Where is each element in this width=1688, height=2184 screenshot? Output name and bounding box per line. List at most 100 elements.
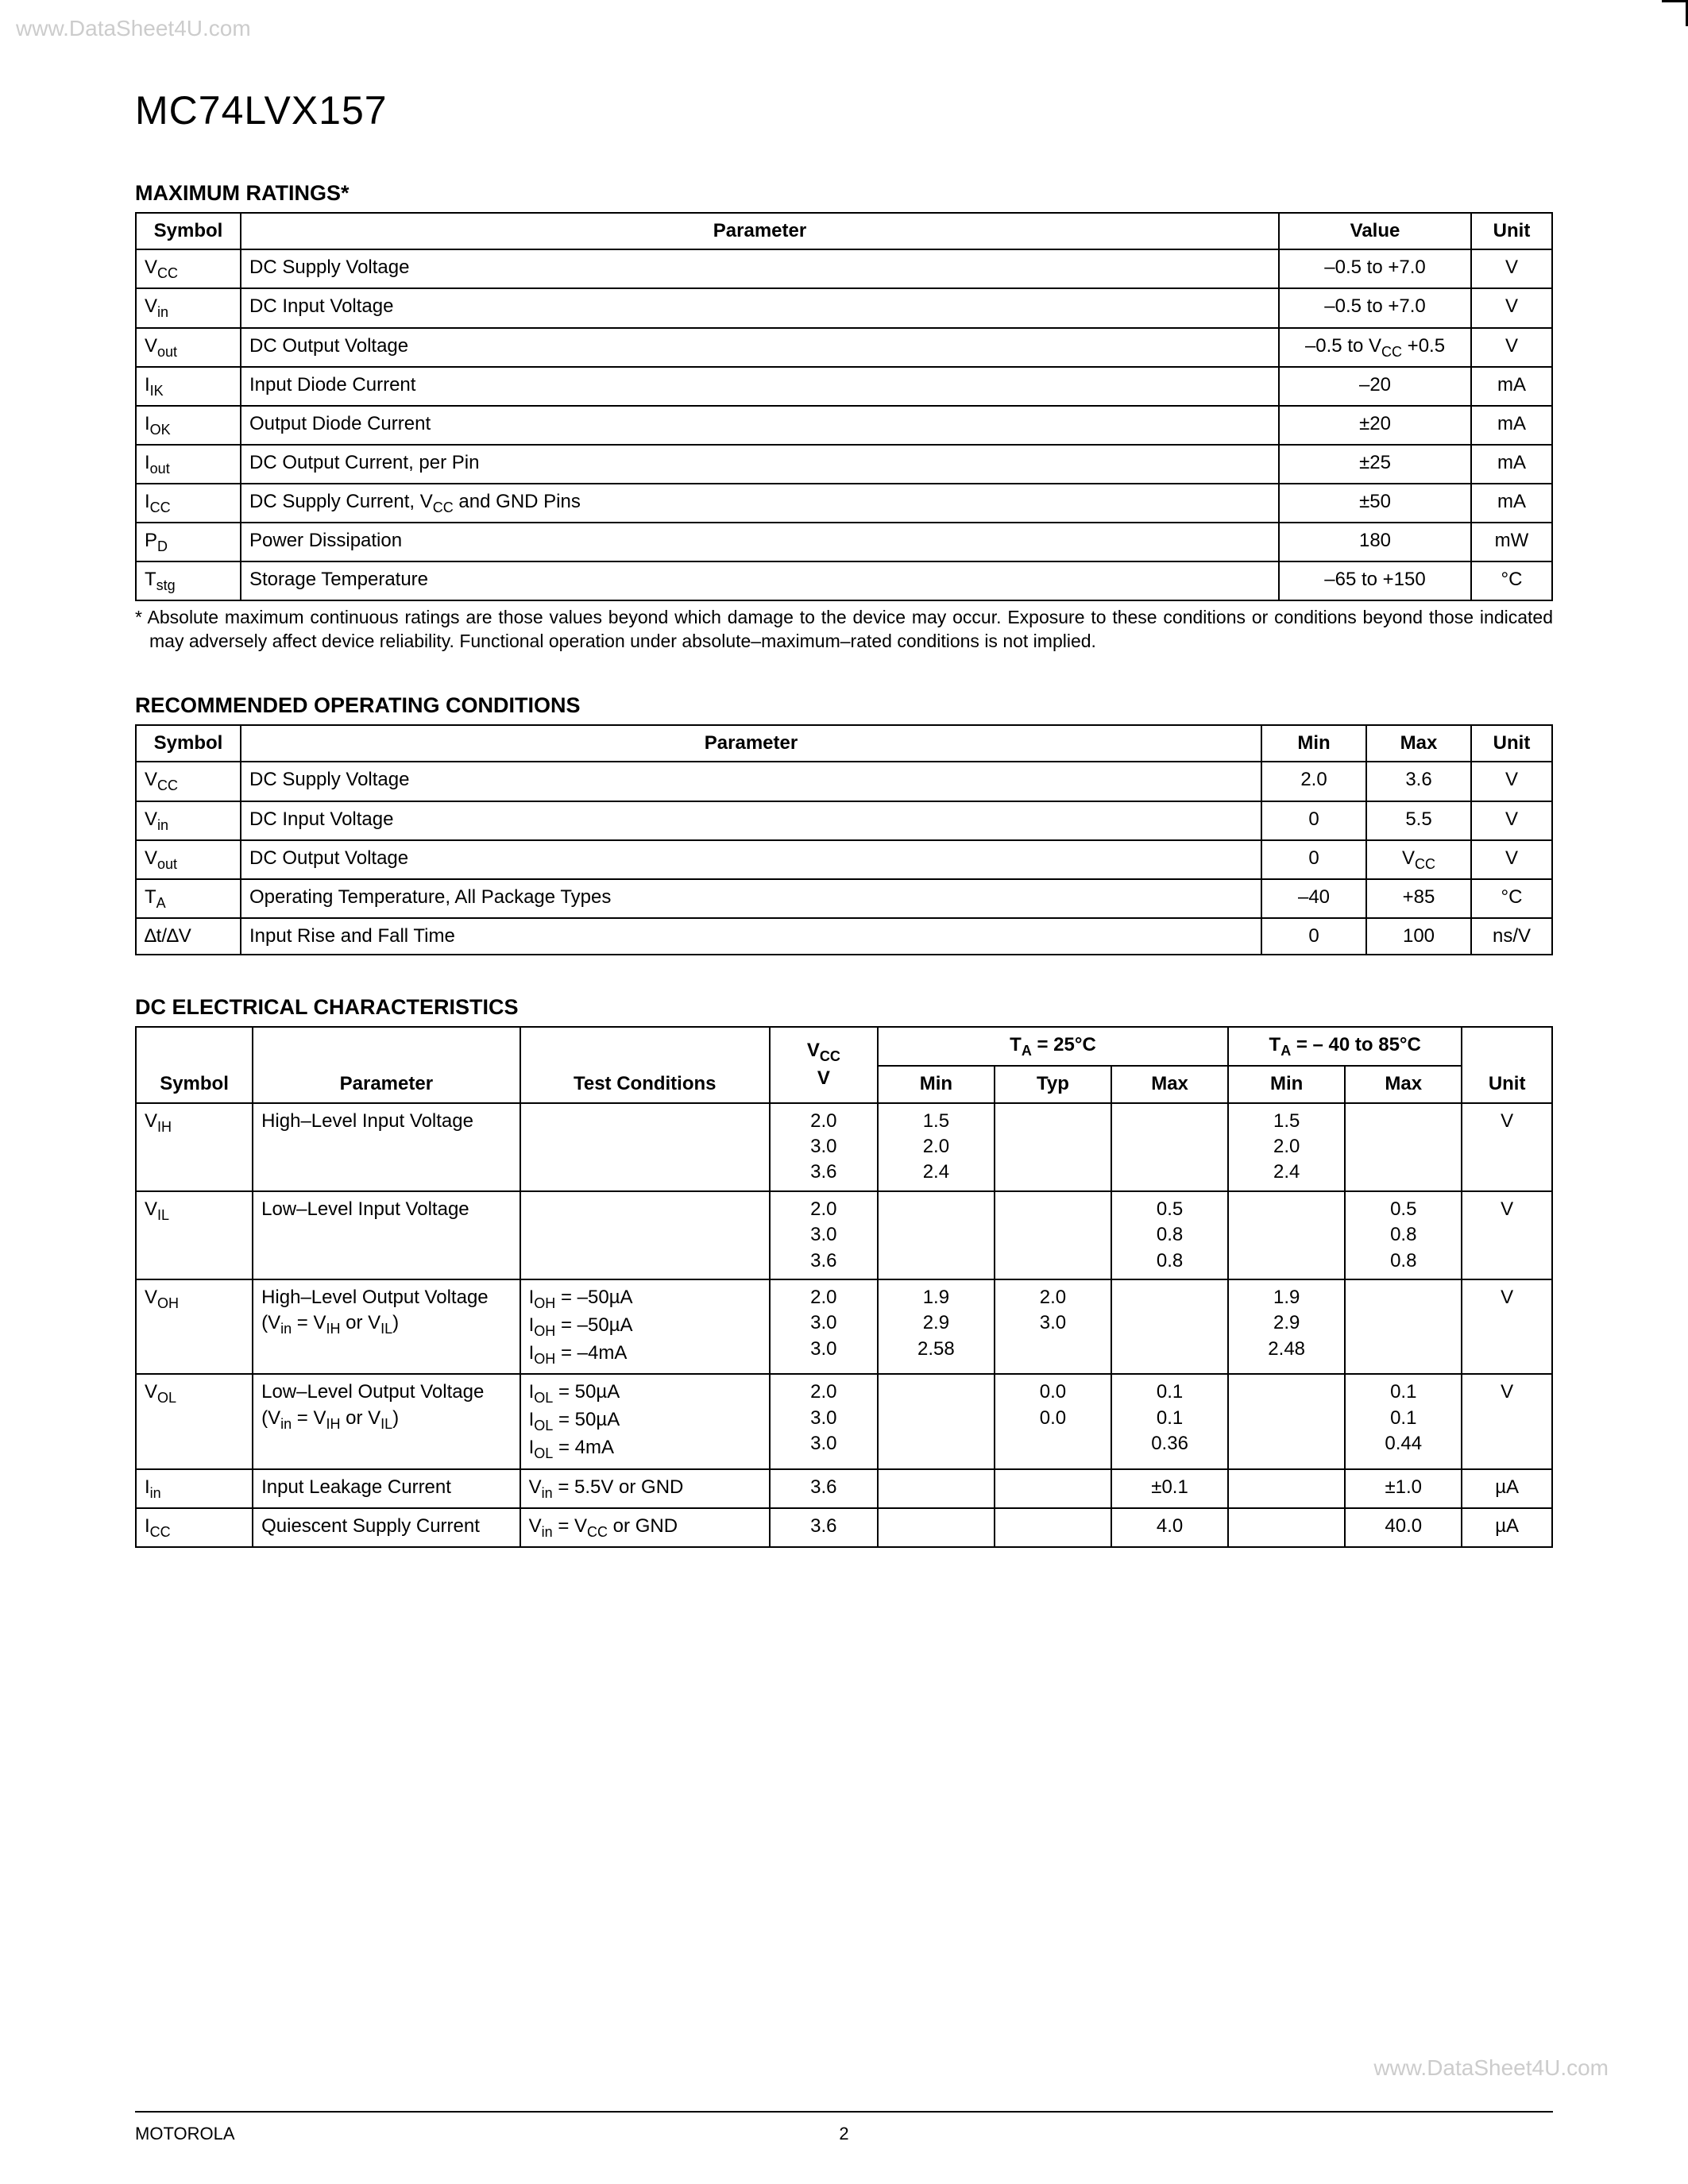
- max-ratings-footnote: * Absolute maximum continuous ratings ar…: [135, 606, 1553, 654]
- cell-value: –0.5 to VCC +0.5: [1279, 328, 1471, 367]
- table-row: VoutDC Output Voltage–0.5 to VCC +0.5V: [136, 328, 1552, 367]
- col-symbol: Symbol: [136, 213, 241, 249]
- cell-symbol: VOH: [136, 1279, 253, 1374]
- cell-value: –65 to +150: [1279, 561, 1471, 600]
- cell-typ25: [995, 1103, 1111, 1191]
- table-row: VoutDC Output Voltage0VCCV: [136, 840, 1552, 879]
- footer: MOTOROLA 2: [135, 2124, 1553, 2144]
- table-row: IOKOutput Diode Current±20mA: [136, 406, 1552, 445]
- cell-param: DC Supply Voltage: [241, 762, 1261, 801]
- col-vcc: VCCV: [770, 1027, 878, 1102]
- footer-page-number: 2: [839, 2124, 848, 2144]
- cell-symbol: VIH: [136, 1103, 253, 1191]
- table-row: TstgStorage Temperature–65 to +150°C: [136, 561, 1552, 600]
- cell-param: DC Input Voltage: [241, 801, 1261, 840]
- cell-value: –0.5 to +7.0: [1279, 249, 1471, 288]
- cell-max: +85: [1366, 879, 1471, 918]
- col-typ25: Typ: [995, 1066, 1111, 1102]
- cell-max25: 0.10.10.36: [1111, 1374, 1228, 1468]
- table-row: VILLow–Level Input Voltage2.03.03.60.50.…: [136, 1191, 1552, 1279]
- datasheet-page: www.DataSheet4U.com www.DataSheet4U.com …: [0, 0, 1688, 2184]
- cell-value: ±20: [1279, 406, 1471, 445]
- cell-symbol: IOK: [136, 406, 241, 445]
- table-row: VinDC Input Voltage05.5V: [136, 801, 1552, 840]
- cell-min: –40: [1261, 879, 1366, 918]
- col-min40: Min: [1228, 1066, 1345, 1102]
- cell-min25: 1.92.92.58: [878, 1279, 995, 1374]
- footer-rule: [135, 2111, 1553, 2113]
- table-row: VCCDC Supply Voltage2.03.6V: [136, 762, 1552, 801]
- cell-unit: mA: [1471, 367, 1552, 406]
- cell-unit: V: [1471, 328, 1552, 367]
- cell-symbol: Vin: [136, 288, 241, 327]
- corner-mark: [1662, 0, 1688, 26]
- cell-param: Input Rise and Fall Time: [241, 918, 1261, 955]
- cell-param: DC Supply Current, VCC and GND Pins: [241, 484, 1279, 523]
- cell-min40: [1228, 1374, 1345, 1468]
- cell-unit: V: [1471, 840, 1552, 879]
- cell-test: IOL = 50µAIOL = 50µAIOL = 4mA: [520, 1374, 770, 1468]
- watermark-bottom: www.DataSheet4U.com: [1373, 2055, 1609, 2081]
- cell-unit: mA: [1471, 484, 1552, 523]
- cell-param: DC Output Current, per Pin: [241, 445, 1279, 484]
- table-header-row: Symbol Parameter Min Max Unit: [136, 725, 1552, 762]
- cell-max25: [1111, 1103, 1228, 1191]
- cell-test: [520, 1191, 770, 1279]
- cell-param: Storage Temperature: [241, 561, 1279, 600]
- cell-symbol: Vin: [136, 801, 241, 840]
- cell-typ25: 2.03.0: [995, 1279, 1111, 1374]
- cell-max: VCC: [1366, 840, 1471, 879]
- cell-min25: [878, 1191, 995, 1279]
- cell-test: Vin = 5.5V or GND: [520, 1469, 770, 1508]
- col-symbol: Symbol: [136, 725, 241, 762]
- cell-vcc: 2.03.03.6: [770, 1191, 878, 1279]
- part-number: MC74LVX157: [135, 87, 1553, 133]
- col-parameter: Parameter: [241, 725, 1261, 762]
- table-row: VinDC Input Voltage–0.5 to +7.0V: [136, 288, 1552, 327]
- cell-max40: [1345, 1279, 1462, 1374]
- cell-symbol: VCC: [136, 762, 241, 801]
- cell-unit: V: [1462, 1103, 1552, 1191]
- cell-unit: °C: [1471, 561, 1552, 600]
- max-ratings-table: Symbol Parameter Value Unit VCCDC Supply…: [135, 212, 1553, 601]
- cell-max25: [1111, 1279, 1228, 1374]
- rec-cond-table: Symbol Parameter Min Max Unit VCCDC Supp…: [135, 724, 1553, 955]
- cell-min25: [878, 1508, 995, 1547]
- table-row: ICCDC Supply Current, VCC and GND Pins±5…: [136, 484, 1552, 523]
- table-row: IinInput Leakage CurrentVin = 5.5V or GN…: [136, 1469, 1552, 1508]
- cell-min: 0: [1261, 801, 1366, 840]
- cell-max25: 4.0: [1111, 1508, 1228, 1547]
- footer-left: MOTOROLA: [135, 2124, 235, 2144]
- cell-min: 2.0: [1261, 762, 1366, 801]
- col-min25: Min: [878, 1066, 995, 1102]
- table-row: TAOperating Temperature, All Package Typ…: [136, 879, 1552, 918]
- watermark-top: www.DataSheet4U.com: [16, 16, 251, 41]
- table-row: VOHHigh–Level Output Voltage(Vin = VIH o…: [136, 1279, 1552, 1374]
- cell-unit: V: [1462, 1279, 1552, 1374]
- cell-symbol: Vout: [136, 840, 241, 879]
- table-row: ∆t/∆VInput Rise and Fall Time0100ns/V: [136, 918, 1552, 955]
- cell-max: 5.5: [1366, 801, 1471, 840]
- cell-min25: 1.52.02.4: [878, 1103, 995, 1191]
- rec-cond-title: RECOMMENDED OPERATING CONDITIONS: [135, 693, 1553, 718]
- cell-value: 180: [1279, 523, 1471, 561]
- content-area: MC74LVX157 MAXIMUM RATINGS* Symbol Param…: [0, 0, 1688, 1548]
- col-test: Test Conditions: [520, 1027, 770, 1102]
- table-row: ICCQuiescent Supply CurrentVin = VCC or …: [136, 1508, 1552, 1547]
- cell-symbol: ICC: [136, 1508, 253, 1547]
- cell-param: High–Level Input Voltage: [253, 1103, 520, 1191]
- cell-symbol: Tstg: [136, 561, 241, 600]
- cell-param: Operating Temperature, All Package Types: [241, 879, 1261, 918]
- cell-typ25: 0.00.0: [995, 1374, 1111, 1468]
- cell-unit: V: [1471, 762, 1552, 801]
- cell-param: Input Leakage Current: [253, 1469, 520, 1508]
- cell-vcc: 3.6: [770, 1469, 878, 1508]
- col-parameter: Parameter: [253, 1027, 520, 1102]
- cell-vcc: 2.03.03.0: [770, 1279, 878, 1374]
- cell-value: –20: [1279, 367, 1471, 406]
- cell-min40: [1228, 1508, 1345, 1547]
- table-header-row: Symbol Parameter Value Unit: [136, 213, 1552, 249]
- col-ta40: TA = – 40 to 85°C: [1228, 1027, 1462, 1066]
- cell-min40: [1228, 1191, 1345, 1279]
- col-unit: Unit: [1462, 1027, 1552, 1102]
